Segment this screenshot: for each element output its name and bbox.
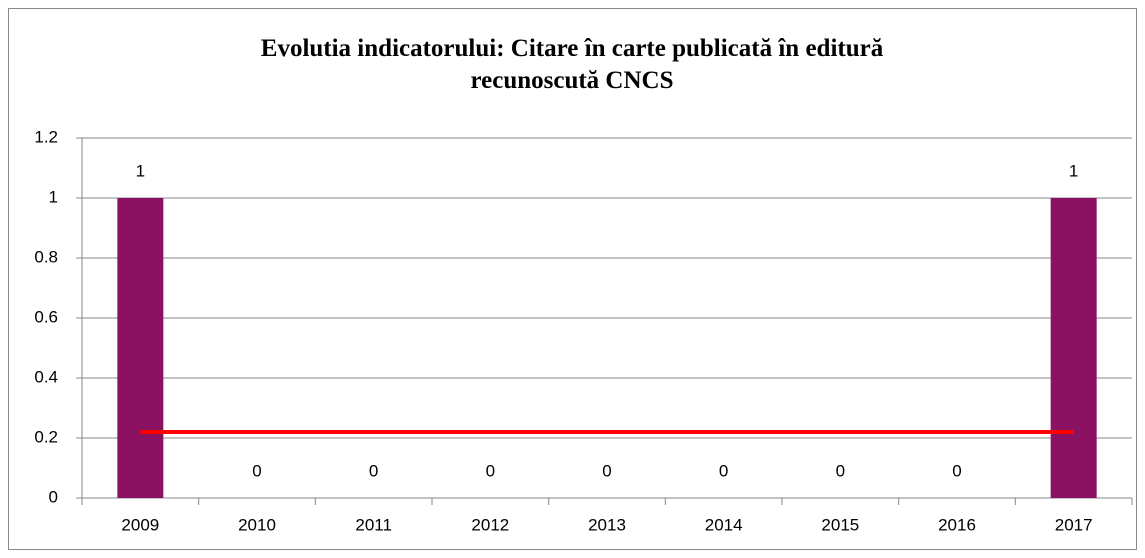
- data-label: 0: [602, 461, 611, 480]
- y-tick-label: 0.8: [34, 247, 58, 266]
- data-label: 0: [836, 461, 845, 480]
- data-label: 0: [952, 461, 961, 480]
- y-tick-label: 0: [49, 487, 58, 506]
- y-tick-label: 1: [49, 187, 58, 206]
- chart-title: Evolutia indicatorului: Citare în carte …: [261, 35, 884, 94]
- data-label: 0: [252, 461, 261, 480]
- y-tick-label: 1.2: [34, 127, 58, 146]
- x-tick-label: 2013: [588, 515, 626, 534]
- x-tick-label: 2016: [938, 515, 976, 534]
- x-tick-label: 2015: [821, 515, 859, 534]
- bar: [117, 198, 164, 498]
- data-label: 1: [136, 161, 145, 180]
- bar: [1050, 198, 1097, 498]
- chart-border: [8, 8, 1137, 550]
- x-tick-label: 2014: [705, 515, 743, 534]
- x-tick-label: 2010: [238, 515, 276, 534]
- y-tick-label: 0.2: [34, 427, 58, 446]
- x-tick-label: 2009: [121, 515, 159, 534]
- x-tick-label: 2017: [1055, 515, 1093, 534]
- x-tick-label: 2011: [355, 515, 392, 534]
- data-label: 0: [486, 461, 495, 480]
- y-tick-label: 0.4: [34, 367, 58, 386]
- x-tick-label: 2012: [471, 515, 509, 534]
- data-label: 0: [369, 461, 378, 480]
- data-label: 0: [719, 461, 728, 480]
- y-tick-label: 0.6: [34, 307, 58, 326]
- data-label: 1: [1069, 161, 1078, 180]
